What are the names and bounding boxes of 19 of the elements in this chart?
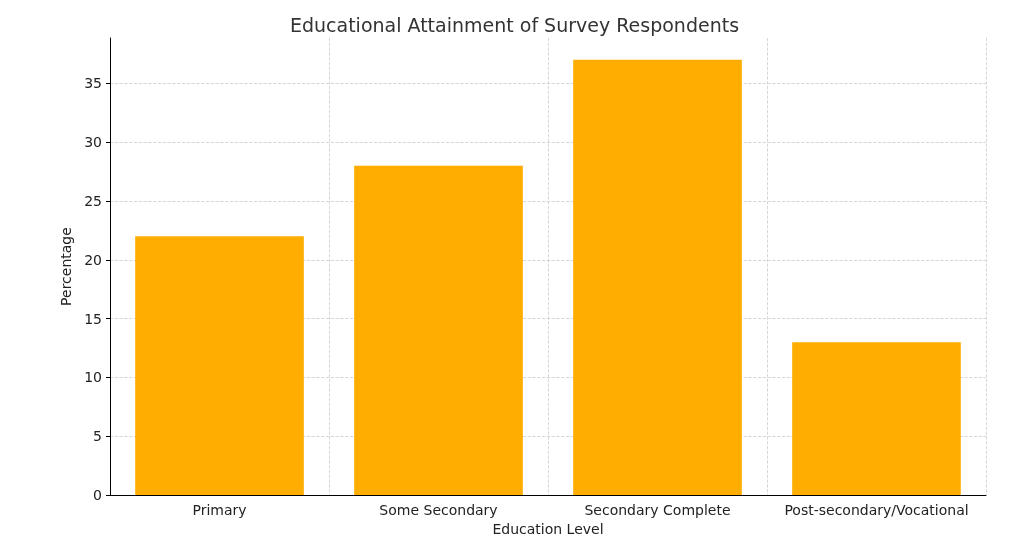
bar [792,342,961,496]
x-axis-title: Education Level [492,521,604,537]
y-tick-label: 20 [84,251,102,268]
y-tick-label: 15 [84,310,102,327]
x-tick-label: Some Secondary [379,502,498,519]
x-tick-label: Primary [192,502,247,519]
bar [135,236,304,496]
x-tick-label: Post-secondary/Vocational [784,502,969,519]
y-axis-title: Percentage [58,227,75,306]
y-tick-label: 0 [93,487,102,504]
y-tick-label: 5 [93,428,102,445]
y-tick-label: 25 [84,192,102,209]
x-tick-label: Secondary Complete [584,502,731,519]
bar [354,165,523,496]
y-tick-label: 35 [84,75,102,92]
chart-title: Educational Attainment of Survey Respondents [289,13,740,36]
y-tick-label: 10 [84,369,102,386]
y-tick-label: 30 [84,134,102,151]
bar [573,59,742,496]
